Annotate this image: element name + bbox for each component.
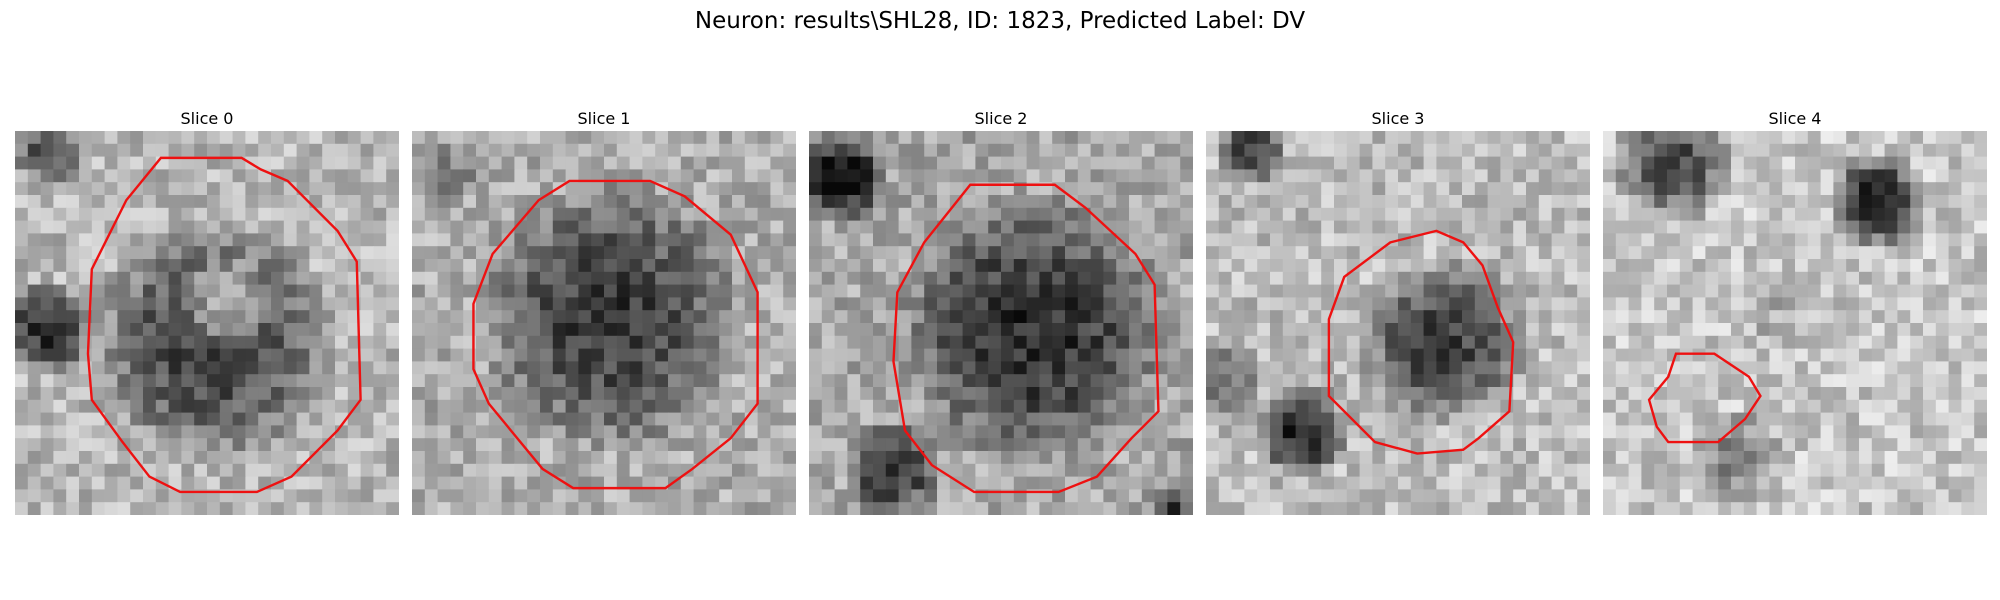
- slice-title-3: Slice 3: [1371, 109, 1425, 128]
- figure-title: Neuron: results\SHL28, ID: 1823, Predict…: [694, 8, 1306, 34]
- pixel-grid: [1206, 131, 1590, 515]
- slice-svg: [809, 131, 1193, 515]
- slice-image-3: [1206, 131, 1590, 515]
- pixel-grid: [15, 131, 399, 515]
- slice-svg: [1603, 131, 1987, 515]
- pixel-grid: [412, 131, 796, 515]
- pixel-grid: [809, 131, 1193, 515]
- roi-contour: [1327, 229, 1515, 455]
- slice-panel-2: Slice 2: [809, 107, 1193, 515]
- slice-svg: [412, 131, 796, 515]
- slice-title-2: Slice 2: [974, 109, 1028, 128]
- roi-contour: [892, 183, 1160, 494]
- slice-panel-4: Slice 4: [1603, 107, 1987, 515]
- slice-panel-0: Slice 0: [15, 107, 399, 515]
- slice-title-4: Slice 4: [1768, 109, 1822, 128]
- slice-image-4: [1603, 131, 1987, 515]
- slice-panel-1: Slice 1: [412, 107, 796, 515]
- slice-panel-3: Slice 3: [1206, 107, 1590, 515]
- roi-contour: [86, 156, 362, 494]
- slice-svg: [1206, 131, 1590, 515]
- roi-contour: [472, 179, 759, 490]
- slice-image-1: [412, 131, 796, 515]
- slice-image-0: [15, 131, 399, 515]
- slice-image-2: [809, 131, 1193, 515]
- pixel-grid: [1603, 131, 1987, 515]
- slice-title-0: Slice 0: [180, 109, 234, 128]
- slice-title-1: Slice 1: [577, 109, 631, 128]
- roi-contour: [1647, 352, 1762, 444]
- slice-svg: [15, 131, 399, 515]
